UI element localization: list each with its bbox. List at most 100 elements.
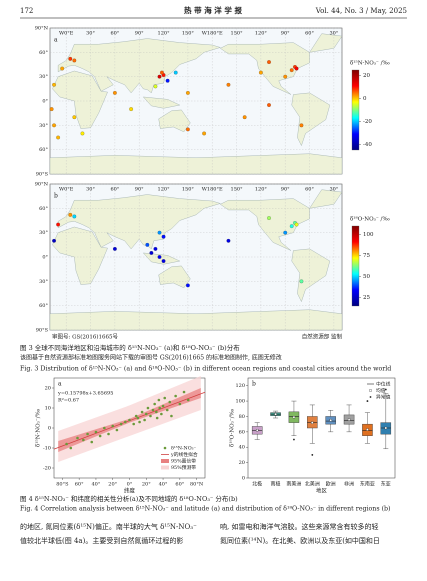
lat-label: 0° bbox=[42, 255, 48, 261]
legend-label: y的线性拟合 bbox=[170, 451, 198, 458]
lon-label: 30° bbox=[86, 31, 95, 37]
mean bbox=[256, 429, 259, 432]
panel-label: b bbox=[252, 381, 256, 388]
supervisor: 自然资源部 监制 bbox=[302, 333, 343, 341]
colorbar-tick-label: 75 bbox=[363, 253, 370, 259]
data-point bbox=[178, 402, 182, 406]
lon-label: 120° bbox=[158, 31, 171, 37]
colorbar-tick-label: 25 bbox=[363, 295, 370, 301]
legend-swatch bbox=[161, 465, 169, 470]
lon-label: 120° bbox=[255, 187, 268, 193]
data-point bbox=[82, 438, 85, 442]
x-tick-label: 20° bbox=[108, 482, 117, 488]
sample-point bbox=[283, 230, 288, 235]
landmass bbox=[291, 92, 331, 147]
lat-label: 90°S bbox=[36, 328, 49, 334]
sample-point bbox=[149, 251, 154, 255]
x-axis-label: 纬度 bbox=[124, 487, 136, 495]
x-tick-label: 东南亚 bbox=[360, 481, 375, 488]
outlier bbox=[384, 388, 387, 391]
colorbar-tick-label: 100 bbox=[363, 232, 374, 238]
data-point bbox=[157, 398, 161, 402]
lon-label: W0°E bbox=[59, 187, 74, 193]
data-point bbox=[144, 412, 148, 416]
data-point bbox=[163, 396, 167, 400]
y-axis-label: δ¹⁵N-NO₃⁻/‰ bbox=[35, 408, 42, 447]
lon-label: 90° bbox=[135, 31, 144, 37]
data-point bbox=[153, 402, 156, 406]
landmass bbox=[158, 265, 191, 289]
x-tick-label: 60° bbox=[75, 482, 84, 488]
lat-label: 30° bbox=[39, 74, 48, 80]
mean bbox=[274, 413, 277, 416]
lat-label: 60° bbox=[39, 206, 48, 212]
legend-swatch bbox=[369, 389, 372, 392]
sample-point bbox=[226, 82, 231, 87]
panel-label: a bbox=[58, 381, 62, 388]
lon-label: 60° bbox=[110, 187, 119, 193]
sample-point bbox=[294, 222, 299, 227]
sample-point bbox=[56, 135, 61, 140]
issue: Vol. 44, No. 3 / May, 2025 bbox=[315, 7, 407, 15]
sample-point bbox=[258, 70, 263, 75]
legend-label: 95%置信带 bbox=[171, 458, 196, 465]
legend-label: 均值 bbox=[376, 387, 386, 394]
y-axis-label: δ¹⁸O-NO₃⁻/‰ bbox=[229, 408, 236, 447]
r-squared: R²=0.67 bbox=[58, 398, 79, 404]
x-tick-label: 南美洲 bbox=[286, 481, 301, 488]
y-tick-label: 20 bbox=[239, 460, 245, 466]
outlier bbox=[366, 400, 369, 402]
mean bbox=[384, 426, 387, 430]
page-number: 172 bbox=[20, 7, 33, 15]
landmass bbox=[219, 198, 310, 251]
legend-swatch bbox=[163, 446, 167, 450]
data-point bbox=[119, 422, 123, 426]
data-point bbox=[128, 418, 131, 422]
sample-point bbox=[267, 103, 271, 107]
lon-label: 120° bbox=[158, 187, 171, 193]
sample-point bbox=[56, 222, 61, 227]
sample-point bbox=[289, 224, 294, 229]
lat-label: 60° bbox=[39, 303, 48, 309]
data-point bbox=[132, 422, 135, 426]
sample-point bbox=[60, 66, 65, 71]
legend-label: δ¹⁵N-NO₃⁻ bbox=[171, 446, 197, 452]
landmass bbox=[291, 248, 331, 303]
body-text: 值较北半球低(图 4a)。主要受到自然氮循环过程的影 bbox=[20, 536, 183, 545]
data-point bbox=[98, 434, 102, 438]
y-tick-label: 100 bbox=[235, 399, 245, 405]
data-point bbox=[138, 420, 141, 424]
sample-point bbox=[157, 255, 162, 259]
outlier bbox=[293, 438, 295, 441]
data-point bbox=[182, 390, 186, 394]
outlier bbox=[311, 454, 314, 456]
y-tick-label: 10 bbox=[45, 406, 51, 412]
y-tick-label: -20 bbox=[43, 466, 51, 472]
sample-point bbox=[185, 283, 190, 288]
lon-label: 150° bbox=[182, 31, 195, 37]
lon-label: 30° bbox=[329, 31, 338, 37]
data-point bbox=[151, 408, 155, 412]
x-tick-label: 北美洲 bbox=[305, 481, 320, 488]
sample-point bbox=[72, 58, 77, 63]
data-point bbox=[136, 416, 140, 420]
lat-label: 90°N bbox=[35, 26, 49, 32]
data-point bbox=[107, 432, 110, 436]
y-tick-label: 0 bbox=[48, 426, 51, 432]
legend-label: 95%预测带 bbox=[171, 464, 196, 471]
data-point bbox=[170, 414, 173, 418]
data-point bbox=[86, 432, 89, 436]
data-point bbox=[90, 440, 94, 444]
lon-label: W180°E bbox=[202, 31, 223, 37]
data-point bbox=[168, 400, 172, 404]
colorbar-title: δ¹⁵N-NO₃⁻ /‰ bbox=[350, 60, 390, 67]
data-point bbox=[165, 408, 169, 412]
landmass bbox=[219, 42, 310, 95]
data-point bbox=[124, 420, 127, 424]
lon-label: 30° bbox=[329, 187, 338, 193]
sample-point bbox=[145, 242, 150, 247]
lon-label: 90° bbox=[281, 31, 290, 37]
x-tick-label: 60° bbox=[175, 482, 184, 488]
lon-label: W0°E bbox=[59, 31, 74, 37]
sample-point bbox=[157, 74, 162, 79]
